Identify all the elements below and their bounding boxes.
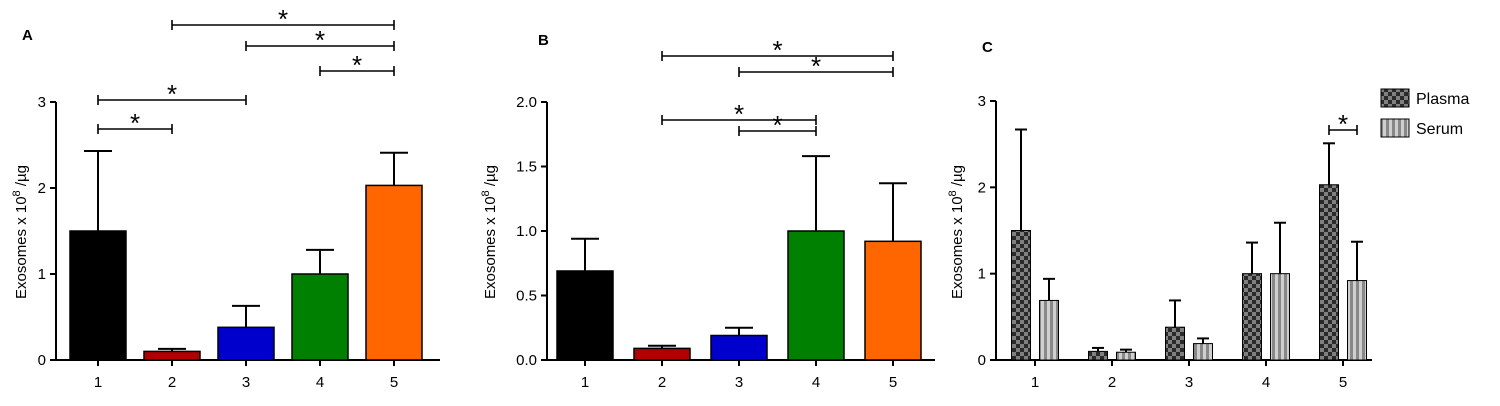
y-tick-label: 1.0 — [516, 223, 537, 240]
bar-3 — [710, 334, 768, 361]
x-tick-label: 1 — [94, 374, 102, 391]
x-tick-label: 3 — [1185, 374, 1193, 391]
significance-bracket: * — [738, 110, 817, 140]
y-tick-label: 0 — [978, 352, 986, 369]
significance-bracket: * — [97, 108, 173, 138]
bar-4 — [787, 230, 845, 361]
plot-area: 0 1 2 3 1 2 3 4 5 * * * * * — [38, 4, 440, 391]
panel-label: A — [22, 27, 33, 44]
panel-b: B Exosomes x 108 /µg 0.0 0.5 1.0 1.5 2.0 1 2 3 4… — [480, 32, 935, 391]
x-tick-label: 2 — [1108, 374, 1116, 391]
significance-star: * — [772, 110, 782, 140]
bar-5 — [864, 240, 922, 361]
plasma-bar-1 — [1011, 230, 1031, 361]
x-tick-label: 3 — [242, 374, 250, 391]
y-tick-label: 2 — [978, 179, 986, 196]
y-tick-label: 0.0 — [516, 352, 537, 369]
significance-bracket: * — [661, 99, 817, 129]
panel-label: C — [982, 39, 993, 56]
x-tick-label: 3 — [735, 374, 743, 391]
y-tick-label: 0 — [38, 352, 46, 369]
serum-bar-5 — [1347, 280, 1367, 361]
y-tick-label: 0.5 — [516, 288, 537, 305]
bar-1 — [69, 230, 127, 361]
legend-swatch-serum — [1380, 118, 1410, 138]
x-tick-label: 5 — [889, 374, 897, 391]
significance-bracket: * — [1328, 109, 1358, 139]
y-tick-label: 1 — [978, 266, 986, 283]
y-axis-label: Exosomes x 108 /µg — [947, 165, 966, 299]
y-tick-label: 2.0 — [516, 94, 537, 111]
y-tick-label: 1.5 — [516, 159, 537, 176]
y-tick-label: 3 — [978, 93, 986, 110]
x-tick-label: 2 — [658, 374, 666, 391]
significance-bracket: * — [319, 50, 395, 80]
x-tick-label: 1 — [581, 374, 589, 391]
significance-star: * — [734, 99, 744, 129]
serum-bar-4 — [1270, 273, 1290, 361]
plot-area: 0 1 2 3 1 2 3 4 5 * — [978, 93, 1372, 391]
serum-bar-2 — [1116, 351, 1136, 361]
panel-label: B — [538, 32, 549, 49]
legend-swatch-plasma — [1380, 88, 1410, 108]
y-axis-label: Exosomes x 108 /µg — [480, 165, 499, 299]
significance-star: * — [811, 51, 821, 81]
plasma-bar-2 — [1088, 350, 1108, 361]
significance-star: * — [278, 4, 288, 34]
bar-2 — [633, 347, 691, 361]
y-tick-label: 3 — [38, 94, 46, 111]
serum-bar-3 — [1193, 343, 1213, 361]
significance-star: * — [1338, 109, 1348, 139]
x-tick-label: 5 — [1339, 374, 1347, 391]
bar-5 — [365, 184, 423, 361]
x-tick-label: 5 — [390, 374, 398, 391]
plasma-bar-5 — [1319, 184, 1339, 361]
significance-bracket: * — [97, 79, 247, 109]
significance-bracket: * — [245, 25, 395, 55]
plasma-bar-3 — [1165, 326, 1185, 361]
panel-a: A Exosomes x 108 /µg 0 1 2 3 1 2 3 4 5 * * * * * — [11, 4, 440, 391]
significance-bracket: * — [171, 4, 395, 34]
legend-label-serum: Serum — [1416, 121, 1463, 138]
significance-star: * — [772, 35, 782, 65]
significance-bracket: * — [738, 51, 894, 81]
x-tick-label: 1 — [1031, 374, 1039, 391]
bar-2 — [143, 350, 201, 361]
bar-1 — [556, 270, 614, 361]
panel-c: C Exosomes x 108 /µg 0 1 2 3 1 2 3 4 5 * Plasma Se… — [947, 39, 1469, 391]
x-tick-label: 2 — [168, 374, 176, 391]
significance-star: * — [352, 50, 362, 80]
significance-star: * — [315, 25, 325, 55]
y-tick-label: 2 — [38, 180, 46, 197]
significance-star: * — [167, 79, 177, 109]
legend: Plasma Serum — [1380, 88, 1469, 138]
serum-bar-1 — [1039, 299, 1059, 361]
plasma-bar-4 — [1242, 273, 1262, 361]
plot-area: 0.0 0.5 1.0 1.5 2.0 1 2 3 4 5 * * * * — [516, 35, 935, 391]
y-axis-label: Exosomes x 108 /µg — [11, 165, 30, 299]
x-tick-label: 4 — [1262, 374, 1270, 391]
legend-label-plasma: Plasma — [1416, 91, 1469, 108]
bar-4 — [291, 273, 349, 361]
significance-star: * — [130, 108, 140, 138]
bar-3 — [217, 326, 275, 361]
significance-bracket: * — [661, 35, 894, 65]
y-tick-label: 1 — [38, 266, 46, 283]
x-tick-label: 4 — [812, 374, 820, 391]
x-tick-label: 4 — [316, 374, 324, 391]
